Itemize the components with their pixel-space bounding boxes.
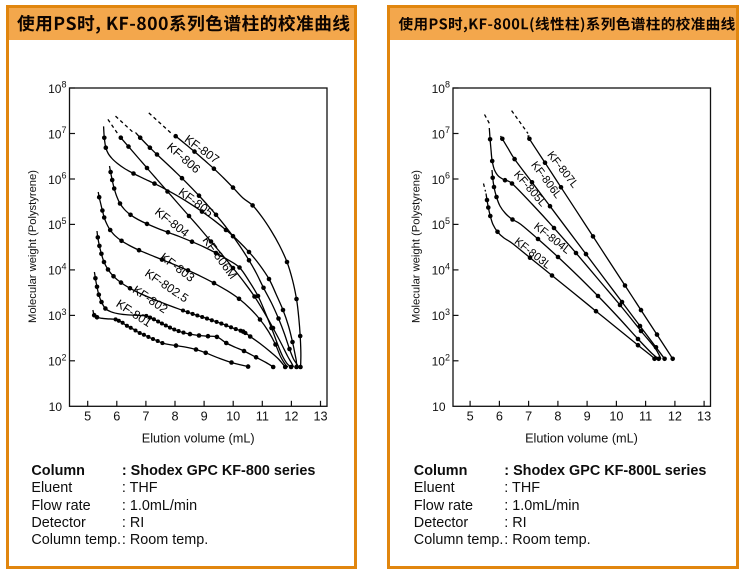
svg-text:107: 107	[48, 125, 66, 141]
svg-text:6: 6	[113, 410, 120, 424]
svg-text:KF-805: KF-805	[176, 185, 216, 220]
svg-text:8: 8	[171, 410, 178, 424]
svg-text:9: 9	[584, 410, 591, 424]
svg-text:10: 10	[609, 410, 623, 424]
svg-text:7: 7	[525, 410, 532, 424]
svg-text:11: 11	[639, 410, 652, 424]
svg-text:104: 104	[48, 262, 66, 278]
svg-text:107: 107	[432, 125, 450, 141]
svg-text:6: 6	[496, 410, 503, 424]
svg-text:108: 108	[432, 80, 450, 96]
svg-text:103: 103	[432, 307, 450, 323]
svg-text:106: 106	[48, 171, 66, 187]
svg-text:7: 7	[142, 410, 149, 424]
svg-text:103: 103	[48, 307, 66, 323]
svg-text:105: 105	[48, 216, 66, 232]
svg-text:102: 102	[48, 352, 66, 368]
svg-text:5: 5	[467, 410, 474, 424]
svg-text:10: 10	[49, 400, 63, 414]
svg-text:12: 12	[668, 410, 682, 424]
svg-text:Molecular weight (Polystyrene): Molecular weight (Polystyrene)	[27, 170, 39, 323]
svg-text:8: 8	[554, 410, 561, 424]
svg-text:11: 11	[256, 410, 269, 424]
svg-text:10: 10	[432, 400, 446, 414]
svg-text:Elution volume (mL): Elution volume (mL)	[142, 431, 255, 445]
svg-text:5: 5	[84, 410, 91, 424]
svg-text:106: 106	[432, 171, 450, 187]
svg-text:KF-806M: KF-806M	[200, 234, 240, 282]
svg-text:Molecular weight (Polystyrene): Molecular weight (Polystyrene)	[411, 170, 423, 323]
svg-text:KF-804: KF-804	[152, 205, 192, 240]
svg-text:9: 9	[201, 410, 208, 424]
svg-text:108: 108	[48, 80, 66, 96]
svg-text:105: 105	[432, 216, 450, 232]
svg-text:104: 104	[432, 262, 450, 278]
svg-text:13: 13	[313, 410, 327, 424]
svg-text:10: 10	[226, 410, 240, 424]
svg-text:102: 102	[432, 352, 450, 368]
svg-text:12: 12	[284, 410, 298, 424]
svg-text:Elution volume (mL): Elution volume (mL)	[525, 431, 638, 445]
svg-text:13: 13	[697, 410, 711, 424]
